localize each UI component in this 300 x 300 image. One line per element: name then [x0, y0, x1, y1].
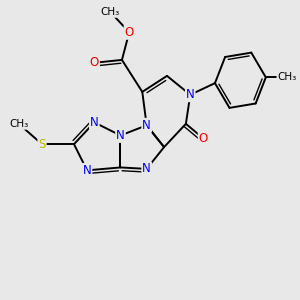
Text: N: N [142, 119, 151, 132]
Text: CH₃: CH₃ [101, 7, 120, 17]
Text: N: N [116, 129, 125, 142]
Text: O: O [90, 56, 99, 69]
Text: N: N [90, 116, 99, 129]
Text: S: S [38, 138, 46, 151]
Text: O: O [124, 26, 134, 39]
Text: CH₃: CH₃ [9, 119, 28, 129]
Text: CH₃: CH₃ [278, 72, 297, 82]
Text: O: O [199, 132, 208, 145]
Text: N: N [186, 88, 195, 101]
Text: N: N [83, 164, 92, 177]
Text: N: N [142, 162, 151, 176]
